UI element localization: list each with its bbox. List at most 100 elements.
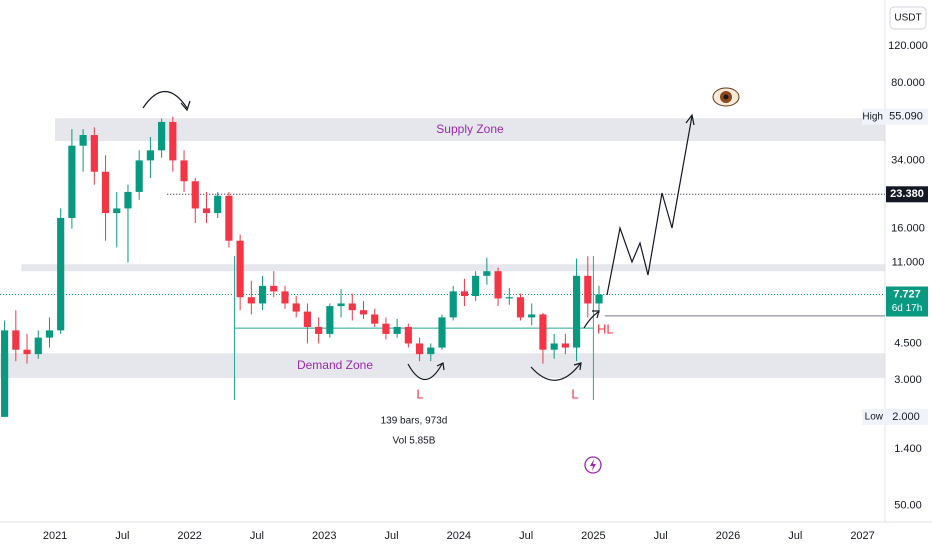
zone [21,264,886,272]
candle-body [595,294,603,304]
candle-body [270,285,278,292]
candle-body [45,330,54,338]
arrow-head [685,113,695,126]
candle-body [23,349,31,355]
candle-body [404,326,412,344]
candle-body [113,208,121,214]
marker-box [862,408,928,425]
candle-body [292,303,300,312]
candle-body [281,291,289,304]
x-tick-label: 2027 [850,530,874,542]
arrow-head [573,362,582,371]
y-tick-label: 3.000 [894,374,922,386]
candle-body [90,135,98,172]
candle-body [415,343,424,355]
x-tick-label: Jul [788,530,802,542]
candle-body [584,275,592,304]
candle-body [225,195,233,241]
candle-body [101,171,110,214]
candle-body [382,323,390,334]
candle-body [169,121,177,161]
candle-body [236,240,244,298]
candle-body [191,181,199,209]
candle-body [359,310,368,315]
candle-body [561,343,569,348]
candle-body [180,160,188,182]
price-label: 7.727 [893,288,921,300]
candle-body [539,314,547,350]
marker-box [862,108,928,125]
projection-path [606,115,693,296]
candle-body [393,326,401,334]
curved-arrow [142,91,188,109]
measure-bars: 139 bars, 973d [381,416,448,427]
candles [1,116,603,417]
candle-body [472,275,480,297]
eye-pupil [723,94,729,100]
y-tick-label: 1.400 [894,443,922,455]
candle-body [348,303,356,311]
candle-body [124,191,132,209]
y-tick-label: 16.000 [891,223,925,235]
candle-body [438,317,446,348]
currency-label[interactable]: USDT [894,13,921,24]
candle-body [158,121,166,151]
curved-arrow [583,311,599,329]
x-tick-label: 2025 [581,530,605,542]
candle-body [427,347,435,355]
y-tick-label: 34.000 [891,154,925,166]
candle-body [449,291,457,318]
drawings [142,91,695,381]
x-tick-label: Jul [654,530,668,542]
price-label-box [886,286,928,317]
candle-body [326,306,334,334]
lightning-icon[interactable] [584,456,602,474]
x-tick-label: Jul [519,530,533,542]
y-tick-label: 11.000 [892,256,925,268]
candle-body [572,275,581,348]
eye-icon [712,87,740,107]
candle-body [528,314,536,318]
price-countdown: 6d 17h [892,303,923,314]
candle-body [57,217,65,331]
candle-body [214,195,222,214]
candle-body [483,271,491,276]
x-tick-label: 2022 [177,530,201,542]
candle-body [505,297,513,299]
x-tick-label: 2024 [447,530,471,542]
candle-body [303,311,312,327]
candle-body [550,343,558,350]
curved-arrow [530,363,581,381]
candle-body [516,297,525,318]
zones: Supply Zone Demand Zone [0,118,886,379]
measure-volume: Vol 5.85B [393,436,436,447]
currency-button[interactable] [889,6,927,30]
x-tick-label: Jul [250,530,264,542]
candle-body [337,303,345,307]
candle-body [258,285,267,304]
low-label: L [416,386,423,401]
curved-arrow [407,363,443,381]
x-tick-label: 2021 [43,530,67,542]
bolt[interactable] [590,459,596,471]
level-label: 23.380 [890,188,924,200]
arrow-head [436,362,445,371]
low-label: L [571,386,578,401]
marker-value: 55.090 [889,111,923,123]
arrow-head [592,310,600,319]
marker-name: High [862,111,883,122]
zone [0,353,885,379]
lines [0,193,885,400]
x-tick-label: 2023 [312,530,336,542]
candle-body [146,150,154,161]
candle-body [12,330,20,350]
x-tick-label: 2026 [716,530,740,542]
x-tick-label: Jul [385,530,399,542]
zone [55,118,886,142]
marker-value: 2.000 [892,411,920,423]
labels: 23.380 139 bars, 973d Vol 5.85B HL L L 7.727 6d… [43,40,928,542]
y-tick-label: 50.00 [894,500,922,512]
arrow-head [180,100,191,112]
